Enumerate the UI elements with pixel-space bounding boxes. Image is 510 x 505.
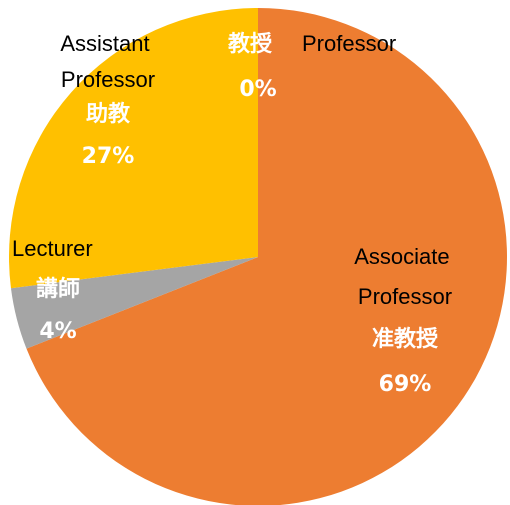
slice-sublabel: 教授 bbox=[228, 31, 273, 57]
pie-slice bbox=[10, 257, 258, 349]
value-label: 4% bbox=[39, 319, 76, 344]
value-label: 27% bbox=[82, 144, 135, 169]
slice-label: Professor bbox=[302, 31, 396, 56]
slice-sublabel: 講師 bbox=[36, 276, 80, 302]
slice-sublabel: 助教 bbox=[86, 101, 131, 127]
pie-slice bbox=[26, 8, 507, 505]
slice-sublabel: 准教授 bbox=[372, 326, 439, 352]
slice-label: Associate Professor bbox=[354, 244, 456, 309]
value-label: 0% bbox=[239, 77, 276, 102]
slice-label: Lecturer bbox=[12, 236, 93, 261]
value-label: 69% bbox=[379, 372, 432, 397]
slice-label: Assistant Professor bbox=[60, 31, 155, 92]
pie-slice bbox=[8, 8, 258, 289]
